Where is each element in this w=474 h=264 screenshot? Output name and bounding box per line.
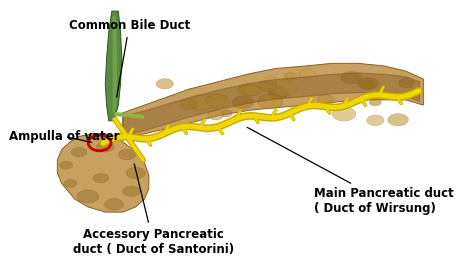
Circle shape xyxy=(189,95,214,110)
Circle shape xyxy=(118,149,136,160)
Circle shape xyxy=(284,73,297,80)
Circle shape xyxy=(220,110,232,117)
Circle shape xyxy=(207,95,229,108)
Circle shape xyxy=(369,98,381,106)
Polygon shape xyxy=(113,16,118,113)
Circle shape xyxy=(208,110,224,120)
Circle shape xyxy=(318,95,334,105)
Circle shape xyxy=(97,142,114,152)
Circle shape xyxy=(156,79,173,89)
Circle shape xyxy=(359,80,375,89)
Circle shape xyxy=(93,173,109,183)
Circle shape xyxy=(264,77,276,84)
Circle shape xyxy=(238,84,259,96)
Circle shape xyxy=(257,94,283,109)
Circle shape xyxy=(234,114,246,121)
Circle shape xyxy=(258,81,277,91)
Circle shape xyxy=(232,96,254,109)
Text: Main Pancreatic duct
( Duct of Wirsung): Main Pancreatic duct ( Duct of Wirsung) xyxy=(247,127,454,215)
Circle shape xyxy=(71,147,87,157)
Circle shape xyxy=(126,167,146,179)
Circle shape xyxy=(123,186,140,196)
Polygon shape xyxy=(105,11,122,121)
Circle shape xyxy=(358,77,378,89)
Circle shape xyxy=(60,161,73,169)
Circle shape xyxy=(399,78,415,88)
Circle shape xyxy=(180,100,197,110)
Circle shape xyxy=(332,107,356,121)
Text: Ampulla of vater: Ampulla of vater xyxy=(9,130,120,143)
Text: Common Bile Duct: Common Bile Duct xyxy=(69,19,190,97)
Circle shape xyxy=(366,115,384,126)
Circle shape xyxy=(300,69,316,79)
Polygon shape xyxy=(57,134,149,212)
Text: Accessory Pancreatic
duct ( Duct of Santorini): Accessory Pancreatic duct ( Duct of Sant… xyxy=(73,164,234,256)
Circle shape xyxy=(205,93,227,106)
Circle shape xyxy=(388,114,409,126)
Circle shape xyxy=(77,190,99,203)
Circle shape xyxy=(244,85,261,96)
Circle shape xyxy=(271,81,297,96)
Circle shape xyxy=(64,180,77,187)
Circle shape xyxy=(341,71,362,84)
Circle shape xyxy=(268,87,289,99)
Circle shape xyxy=(210,98,226,107)
Circle shape xyxy=(104,199,124,210)
Polygon shape xyxy=(123,63,423,136)
